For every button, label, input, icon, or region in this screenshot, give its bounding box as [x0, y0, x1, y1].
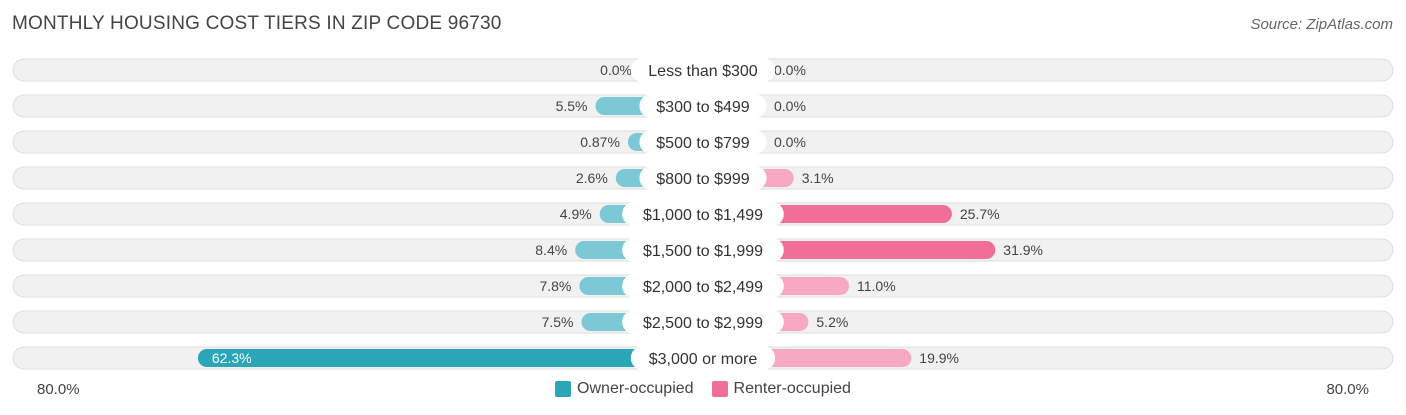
- renter-value-label: 0.0%: [774, 62, 806, 78]
- category-label: Less than $300: [648, 63, 758, 80]
- legend-item-owner: Owner-occupied: [555, 380, 694, 398]
- renter-value-label: 31.9%: [1003, 242, 1043, 258]
- legend-swatch-owner: [555, 381, 572, 397]
- renter-value-label: 11.0%: [857, 278, 896, 294]
- legend-label-renter: Renter-occupied: [733, 380, 851, 397]
- category-label: $1,500 to $1,999: [643, 243, 763, 260]
- category-label: $1,000 to $1,499: [643, 207, 763, 224]
- owner-value-label: 4.9%: [560, 206, 592, 222]
- axis-right-label: 80.0%: [1326, 381, 1369, 398]
- category-label-box: [622, 274, 784, 298]
- category-label-box: [639, 94, 767, 118]
- owner-value-label: 62.3%: [212, 350, 252, 366]
- owner-value-label: 7.8%: [539, 278, 571, 294]
- category-label-box: [630, 346, 776, 370]
- diverging-bar-chart: 0.0% 0.0% Less than $300 5.5% 0.0% $300 to $4…: [12, 58, 1394, 370]
- axis-left-label: 80.0%: [37, 381, 80, 398]
- category-label-box: [622, 238, 784, 262]
- category-label: $2,000 to $2,499: [643, 279, 763, 296]
- renter-value-label: 19.9%: [919, 350, 959, 366]
- renter-value-label: 5.2%: [816, 314, 848, 330]
- owner-value-label: 0.0%: [600, 62, 632, 78]
- legend-item-renter: Renter-occupied: [711, 380, 851, 398]
- category-label-box: [622, 310, 784, 334]
- renter-value-label: 0.0%: [774, 98, 806, 114]
- owner-value-label: 0.87%: [580, 134, 620, 150]
- renter-value-label: 3.1%: [802, 170, 834, 186]
- chart-source: Source: ZipAtlas.com: [1250, 16, 1393, 33]
- legend: Owner-occupied Renter-occupied: [0, 380, 1406, 398]
- category-label-box: [630, 58, 776, 82]
- category-label-box: [639, 130, 767, 154]
- category-label: $300 to $499: [656, 99, 750, 116]
- owner-value-label: 8.4%: [535, 242, 567, 258]
- category-label-box: [622, 202, 784, 226]
- renter-value-label: 0.0%: [774, 134, 806, 150]
- category-label-box: [639, 166, 767, 190]
- category-label: $3,000 or more: [649, 351, 758, 368]
- category-label: $800 to $999: [656, 171, 750, 188]
- legend-swatch-renter: [711, 381, 728, 397]
- chart-title: MONTHLY HOUSING COST TIERS IN ZIP CODE 9…: [12, 13, 502, 34]
- owner-value-label: 5.5%: [556, 98, 588, 114]
- category-label: $2,500 to $2,999: [643, 315, 763, 332]
- owner-value-label: 7.5%: [542, 314, 574, 330]
- owner-bar: [197, 349, 703, 367]
- owner-value-label: 2.6%: [576, 170, 608, 186]
- category-label: $500 to $799: [656, 135, 750, 152]
- legend-label-owner: Owner-occupied: [577, 380, 694, 397]
- renter-value-label: 25.7%: [960, 206, 1000, 222]
